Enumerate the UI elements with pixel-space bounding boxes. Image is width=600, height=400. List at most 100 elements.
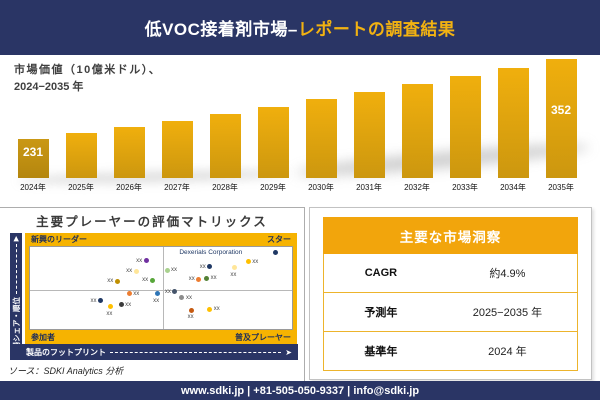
bar-value-label: 231 (22, 145, 44, 159)
scatter-dot-icon (207, 306, 213, 312)
matrix-y-axis: 市場シェア・順位 ▶ (10, 233, 22, 360)
bar (257, 107, 289, 178)
matrix-top-labels: 新興のリーダー スター (25, 233, 297, 246)
scatter-point-label: xx (90, 297, 97, 304)
row-value: 2024 年 (488, 346, 527, 358)
scatter-dot-icon (143, 258, 149, 264)
scatter-dot-icon (154, 291, 160, 297)
bar (401, 84, 433, 178)
bar: 352 (545, 59, 577, 178)
page-title-main: 低VOC接着剤市場– (144, 20, 298, 39)
scatter-point-label: xx (213, 306, 220, 313)
scatter-point-label: xx (171, 267, 178, 274)
scatter-dot-icon (207, 264, 213, 270)
x-tick-label: 2028年 (212, 183, 238, 192)
x-tick-label: 2034年 (500, 183, 526, 192)
footer-bar: www.sdki.jp | +81-505-050-9337 | info@sd… (0, 381, 600, 400)
scatter-dot-icon (126, 291, 132, 297)
x-tick-label: 2032年 (404, 183, 430, 192)
matrix-y-axis-band (10, 233, 22, 360)
matrix-x-axis: 製品のフットプリント ➤ (10, 344, 298, 360)
y-axis-dashed-line (15, 244, 17, 294)
scatter-point-label: xx (142, 277, 149, 284)
scatter-point-label: xx (106, 310, 113, 317)
chart-caption: 市場価値（10億米ドル）、 2024−2035 年 (14, 62, 161, 95)
scatter-point-label: xx (252, 258, 259, 265)
quadrant-label-star: スター (267, 235, 291, 244)
bar-value-label: 352 (550, 103, 572, 117)
scatter-dot-icon (189, 307, 195, 313)
vertical-divider (304, 207, 305, 381)
chart-caption-line2: 2024−2035 年 (14, 80, 84, 93)
insights-panel: 主要な市場洞察 CAGR 約4.9% 予測年 2025−2035 年 基準年 2… (309, 207, 592, 380)
scatter-point-label: xx (199, 263, 206, 270)
chart-caption-line1: 市場価値（10億米ドル）、 (14, 64, 162, 76)
quadrant-label-pervasive-players: 普及プレーヤー (235, 332, 291, 342)
row-label: 予測年 (364, 307, 398, 319)
matrix-title: 主要プレーヤーの評価マトリックス (36, 215, 268, 229)
scatter-point-label: xx (126, 268, 133, 275)
page-title-accent: レポートの調査結果 (297, 20, 456, 39)
x-tick-label: 2025年 (68, 183, 94, 192)
scatter-point-label: xx (210, 275, 217, 282)
scatter-dot-icon (114, 278, 120, 284)
row-label: CAGR (364, 267, 398, 279)
matrix-plot-area: Dexerials Corporation xx xx xx xx xx xx xx xx xx… (29, 246, 293, 330)
table-row-base-year: 基準年 2024 年 (323, 332, 578, 371)
bar (113, 127, 145, 178)
matrix-bottom-labels: 参加者 普及プレーヤー (25, 330, 297, 344)
insights-table: 主要な市場洞察 CAGR 約4.9% 予測年 2025−2035 年 基準年 2… (323, 217, 578, 371)
x-axis-dashed-line (110, 351, 282, 353)
scatter-point-label: xx (133, 290, 140, 297)
x-tick-label: 2029年 (260, 183, 286, 192)
scatter-dot-icon (172, 289, 178, 295)
bar (209, 114, 241, 178)
scatter-dot-icon (196, 276, 202, 282)
x-tick-label: 2024年 (20, 183, 46, 192)
footer-contact-text: www.sdki.jp | +81-505-050-9337 | info@sd… (180, 384, 420, 397)
bar (353, 92, 385, 178)
matrix-frame: 新興のリーダー スター Dexerials Corporation xx xx xx… (25, 233, 297, 344)
page-title: 低VOC接着剤市場–レポートの調査結果 (145, 15, 456, 40)
bar (161, 121, 193, 178)
x-tick-label: 2035年 (548, 183, 574, 192)
scatter-dot-icon (107, 304, 113, 310)
horizontal-divider (0, 207, 304, 208)
x-tick-label: 2026年 (116, 183, 142, 192)
scatter-dot-icon (272, 250, 278, 256)
scatter-dot-icon (245, 259, 251, 265)
scatter-point-label: xx (107, 278, 114, 285)
source-note: ソース：SDKI Analytics 分析 (8, 366, 124, 376)
bar: 231 (17, 139, 49, 178)
company-label: Dexerials Corporation (179, 249, 243, 257)
scatter-dot-icon (164, 267, 170, 273)
quadrant-label-participants: 参加者 (31, 332, 55, 342)
scatter-point-label: xx (164, 288, 171, 295)
row-value: 約4.9% (489, 268, 526, 280)
y-axis-arrow-icon: ▶ (13, 236, 20, 242)
scatter-dot-icon (231, 265, 237, 270)
scatter-point-label: xx (153, 297, 160, 304)
scatter-dot-icon (133, 268, 139, 274)
scatter-point-label: xx (188, 276, 195, 283)
scatter-point-label: xx (187, 314, 194, 321)
x-tick-label: 2031年 (356, 183, 382, 192)
row-label: 基準年 (364, 346, 398, 358)
table-row-cagr: CAGR 約4.9% (323, 254, 578, 293)
bar (65, 133, 97, 178)
row-value: 2025−2035 年 (472, 307, 543, 319)
bar (449, 76, 481, 178)
matrix-x-axis-label: 製品のフットプリント (26, 347, 106, 357)
bar (305, 99, 337, 178)
scatter-dot-icon (179, 295, 185, 301)
x-tick-label: 2027年 (164, 183, 190, 192)
scatter-dot-icon (204, 275, 210, 281)
scatter-point-label: xx (125, 301, 132, 308)
scatter-dot-icon (118, 302, 124, 308)
quadrant-label-emerging-leaders: 新興のリーダー (31, 235, 87, 244)
scatter-point-label: xx (230, 271, 237, 278)
header-bar: 低VOC接着剤市場–レポートの調査結果 (0, 0, 600, 55)
scatter-point-label: xx (136, 257, 143, 264)
insights-header: 主要な市場洞察 (323, 217, 578, 254)
